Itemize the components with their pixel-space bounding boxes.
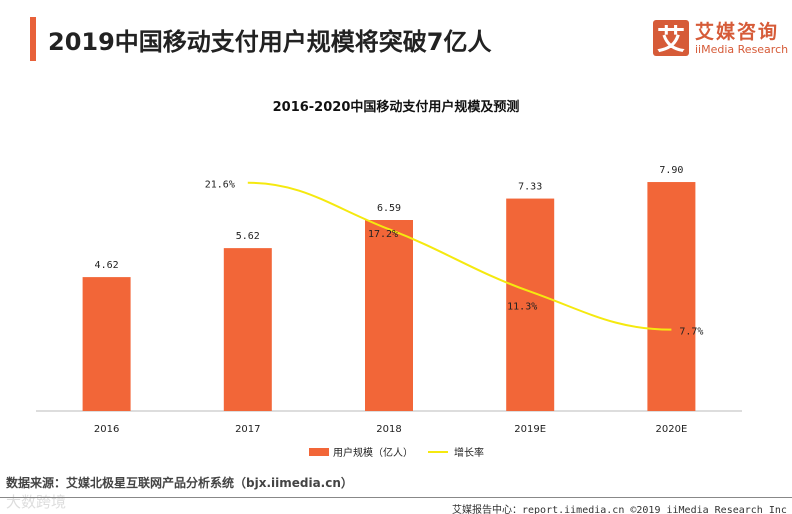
bar-2018 (365, 220, 413, 411)
bar-2020E (647, 182, 696, 411)
x-tick-2017: 2017 (235, 424, 260, 435)
footer-divider (0, 497, 792, 498)
line-label-2019E: 11.3% (507, 302, 537, 313)
title-accent-bar (30, 17, 36, 61)
logo-en: iiMedia Research (695, 42, 789, 56)
x-tick-2016: 2016 (94, 424, 119, 435)
legend-line-label: 增长率 (454, 446, 484, 459)
source-note: 数据来源：艾媒北极星互联网产品分析系统（bjx.iimedia.cn） (6, 476, 353, 490)
legend-bar-label: 用户规模（亿人） (333, 446, 413, 459)
bar-label-2020E: 7.90 (659, 165, 683, 176)
legend-bar-swatch (309, 448, 329, 456)
bar-label-2019E: 7.33 (518, 182, 542, 193)
line-label-2020E: 7.7% (679, 327, 703, 338)
logo-icon: 艾 (653, 20, 689, 56)
logo: 艾 艾媒咨询 iiMedia Research (653, 20, 788, 56)
line-label-2018: 17.2% (368, 229, 398, 240)
bar-label-2018: 6.59 (377, 203, 401, 214)
line-label-2017: 21.6% (205, 180, 235, 191)
watermark: 大数跨境 (6, 493, 67, 511)
bar-2016 (82, 277, 131, 411)
logo-cn: 艾媒咨询 (695, 20, 780, 43)
bar-label-2017: 5.62 (236, 231, 260, 242)
bar-2017 (223, 248, 272, 411)
x-tick-2019E: 2019E (514, 424, 546, 435)
footer-credit: 艾媒报告中心：report.iimedia.cn ©2019 iiMedia R… (452, 505, 787, 514)
x-tick-2020E: 2020E (656, 424, 688, 435)
page-title: 2019中国移动支付用户规模将突破7亿人 (48, 28, 492, 56)
x-tick-2018: 2018 (376, 424, 401, 435)
bar-2019E (506, 198, 555, 411)
bar-label-2016: 4.62 (95, 260, 119, 271)
growth-line (247, 181, 672, 331)
chart-title: 2016-2020中国移动支付用户规模及预测 (272, 100, 520, 115)
